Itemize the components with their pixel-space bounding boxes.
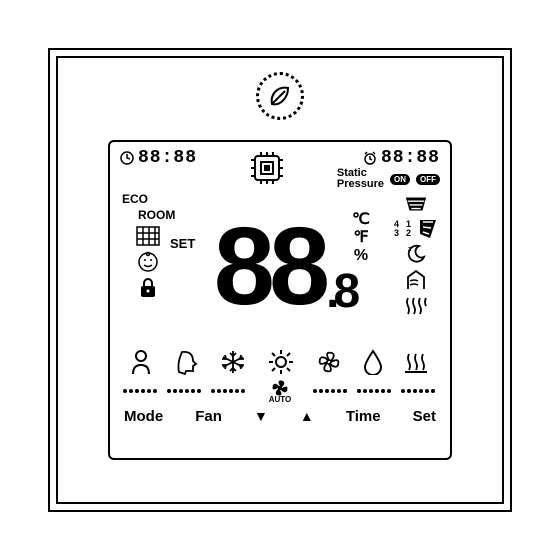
mode-button[interactable]: Mode (124, 408, 163, 425)
head-icon (173, 349, 199, 375)
unit-stack: ℃ ℉ % (352, 212, 370, 264)
drop-icon (363, 349, 383, 375)
auto-label: AUTO (269, 396, 292, 404)
big-decimal: .8 (326, 268, 354, 316)
filter-icon (136, 224, 160, 248)
eco-label: ECO (122, 192, 148, 206)
louver-v-icon (418, 218, 438, 240)
left-icon-column: ECO ROOM (120, 192, 176, 342)
user-icon (130, 349, 152, 375)
fresh-air-icon (404, 268, 428, 292)
leaf-icon (266, 82, 294, 110)
louver-h-icon (404, 192, 428, 216)
clock-left-value: 88:88 (138, 148, 197, 168)
off-pill: OFF (416, 174, 440, 185)
unit-c: ℃ (352, 212, 370, 228)
on-pill: ON (390, 174, 410, 185)
dots-right (312, 389, 438, 393)
lcd-top-row: 88:88 88:88 Static Pressure ON (120, 148, 440, 192)
down-button[interactable]: ▼ (254, 408, 268, 424)
lcd-mid-row: ECO ROOM SET 88 .8 ℃ ℉ % (120, 192, 440, 342)
up-button[interactable]: ▲ (300, 408, 314, 424)
unit-f: ℉ (353, 230, 368, 246)
heater-icon (404, 294, 428, 318)
room-label: ROOM (138, 208, 175, 222)
auto-fan-icon: AUTO (269, 378, 292, 404)
louver-numbers: 4 1 3 2 (394, 220, 416, 238)
lcd-panel: 88:88 88:88 Static Pressure ON (108, 140, 452, 460)
core-unit-icon (247, 150, 287, 186)
set-label: SET (170, 236, 195, 251)
fan-icon (316, 349, 342, 375)
unit-pct: % (354, 248, 368, 264)
sun-icon (267, 348, 295, 376)
static-pressure-l2: Pressure (337, 178, 384, 190)
center-display: SET 88 .8 ℃ ℉ % (176, 192, 392, 342)
alarm-icon (363, 151, 377, 165)
svg-text:z: z (408, 246, 412, 253)
child-icon (136, 250, 160, 274)
mode-icon-row (120, 344, 440, 380)
floor-heat-icon (403, 350, 429, 374)
button-row: Mode Fan ▼ ▲ Time Set (120, 404, 440, 428)
clock-icon (120, 151, 134, 165)
static-pressure-label: Static Pressure (337, 168, 384, 190)
big-digits: 88 .8 (214, 212, 354, 322)
clock-right-value: 88:88 (381, 148, 440, 168)
dots-left (122, 389, 248, 393)
snow-icon (220, 349, 246, 375)
clock-left: 88:88 (120, 148, 197, 168)
big-digits-value: 88 (214, 212, 324, 322)
top-right-block: 88:88 Static Pressure ON OFF (337, 148, 440, 190)
sleep-icon: z (404, 242, 428, 266)
eco-badge (256, 72, 304, 120)
right-icon-column: 4 1 3 2 z (392, 192, 440, 342)
fan-speed-row: AUTO (120, 380, 440, 402)
lock-icon (136, 276, 160, 300)
time-button[interactable]: Time (346, 408, 381, 425)
fan-button[interactable]: Fan (195, 408, 222, 425)
set-button[interactable]: Set (413, 408, 436, 425)
